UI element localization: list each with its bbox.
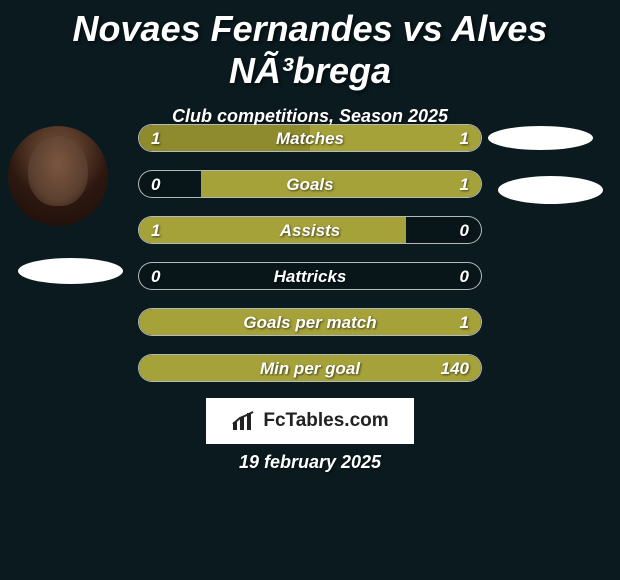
comparison-bars: 1Matches10Goals11Assists00Hattricks0Goal… xyxy=(138,124,482,400)
date-stamp: 19 february 2025 xyxy=(0,452,620,473)
stat-row: 0Hattricks0 xyxy=(138,262,482,290)
stat-label: Goals xyxy=(139,171,481,198)
stat-right-value: 1 xyxy=(460,171,469,198)
club-badge-right-top-placeholder xyxy=(488,126,593,150)
stat-row: 1Matches1 xyxy=(138,124,482,152)
stat-label: Goals per match xyxy=(139,309,481,336)
fctables-label: FcTables.com xyxy=(263,410,388,432)
stat-label: Matches xyxy=(139,125,481,152)
fctables-watermark: FcTables.com xyxy=(206,398,414,444)
stat-row: 1Assists0 xyxy=(138,216,482,244)
stat-row: Goals per match1 xyxy=(138,308,482,336)
player-right-avatar-placeholder xyxy=(498,176,603,204)
page-title: Novaes Fernandes vs Alves NÃ³brega xyxy=(0,0,620,92)
stat-right-value: 1 xyxy=(460,309,469,336)
club-badge-left-placeholder xyxy=(18,258,123,284)
stat-label: Assists xyxy=(139,217,481,244)
stat-right-value: 1 xyxy=(460,125,469,152)
player-left-avatar xyxy=(8,126,108,226)
fctables-chart-icon xyxy=(231,410,257,432)
stat-right-value: 140 xyxy=(441,355,469,382)
stat-right-value: 0 xyxy=(460,263,469,290)
stat-row: Min per goal140 xyxy=(138,354,482,382)
stat-right-value: 0 xyxy=(460,217,469,244)
stat-label: Hattricks xyxy=(139,263,481,290)
stat-row: 0Goals1 xyxy=(138,170,482,198)
stat-label: Min per goal xyxy=(139,355,481,382)
